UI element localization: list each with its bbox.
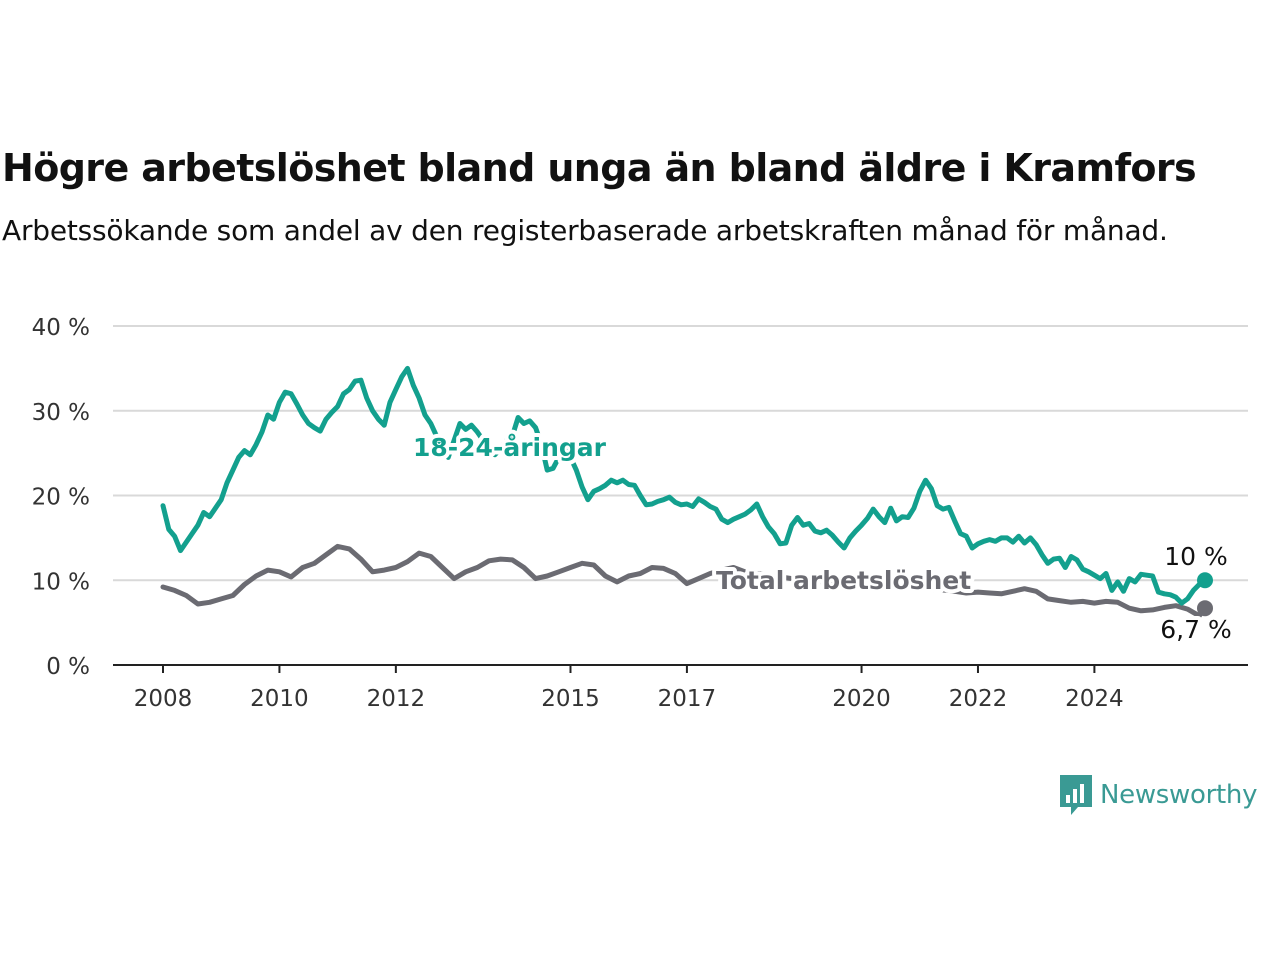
- y-tick-label: 40 %: [32, 315, 90, 341]
- label-text: 10 %: [1164, 542, 1228, 571]
- series-end-dot: [1197, 600, 1213, 617]
- label-halo: Total arbetslöshet: [716, 566, 971, 595]
- x-tick-label: 2015: [541, 686, 600, 712]
- newsworthy-logo: Newsworthy: [1058, 773, 1257, 817]
- end-value-youth: 10 %10 %: [1160, 538, 1232, 575]
- x-tick-label: 2012: [367, 686, 426, 712]
- series-line: [160, 543, 1208, 619]
- end-value-total: 6,7 %6,7 %: [1156, 611, 1235, 648]
- label-halo: 10 %: [1164, 542, 1228, 571]
- label-halo: 18-24-åringar: [413, 433, 607, 462]
- x-tick-label: 2017: [658, 686, 717, 712]
- newsworthy-logo-icon: [1060, 775, 1092, 815]
- series-lines: [160, 365, 1213, 619]
- y-tick-label: 20 %: [32, 485, 90, 511]
- x-tick-label: 2022: [949, 686, 1008, 712]
- label-text: 6,7 %: [1160, 615, 1231, 644]
- label-text: Total arbetslöshet: [716, 566, 971, 595]
- y-tick-label: 30 %: [32, 400, 90, 426]
- y-axis-ticks: 0 % 10 % 20 % 30 % 40 %: [32, 315, 90, 680]
- series-end-dot: [1197, 572, 1213, 589]
- y-tick-label: 0 %: [46, 654, 90, 680]
- series-line: [160, 365, 1208, 606]
- grid-lines: [113, 325, 1248, 582]
- chart-title: Högre arbetslöshet bland unga än bland ä…: [2, 146, 1197, 190]
- newsworthy-logo-text: Newsworthy: [1100, 780, 1258, 810]
- x-tick-label: 2024: [1065, 686, 1124, 712]
- x-tick-label: 2010: [250, 686, 309, 712]
- label-text: 18-24-åringar: [413, 433, 607, 462]
- x-tick-label: 2020: [832, 686, 891, 712]
- chart-subtitle: Arbetssökande som andel av den registerb…: [2, 214, 1168, 247]
- x-axis: 2008 2010 2012 2015 2017 2020 2022 2024: [113, 664, 1248, 712]
- x-tick-label: 2008: [134, 686, 193, 712]
- y-tick-label: 10 %: [32, 569, 90, 595]
- line-chart: 0 % 10 % 20 % 30 % 40 % 2008 2010 2012 2015 2017…: [32, 315, 1248, 712]
- label-halo: 6,7 %: [1160, 615, 1231, 644]
